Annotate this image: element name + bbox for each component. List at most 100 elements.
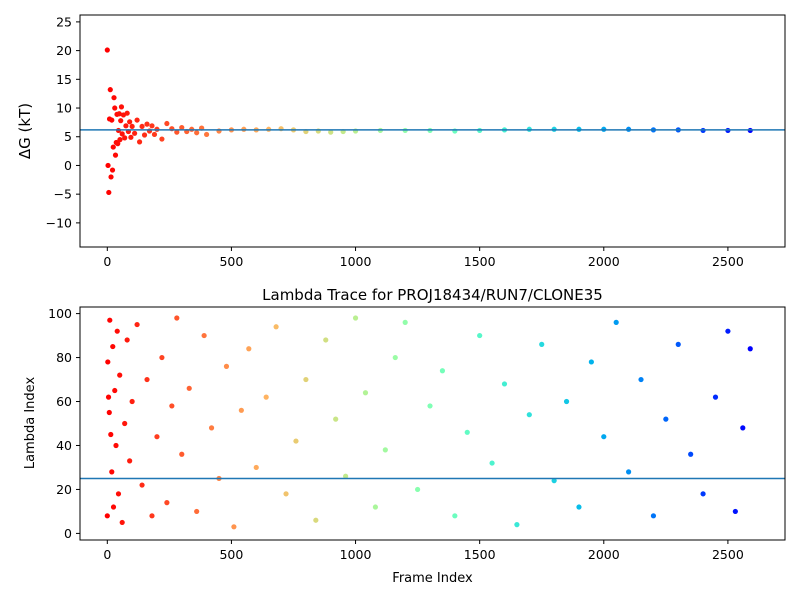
delta-g-point [124, 110, 130, 116]
delta-g-point [149, 123, 155, 129]
delta-g-point [139, 123, 145, 130]
lambda-trace-point [107, 317, 113, 323]
lambda-trace-point [477, 332, 483, 339]
lambda-trace-x-ticks: 0 500 1000 1500 2000 2500 [103, 540, 744, 562]
delta-g-point [109, 167, 116, 173]
lambda-trace-point [134, 321, 140, 328]
lambda-trace-point [273, 324, 279, 330]
lambda-trace-point [253, 464, 259, 471]
lambda-trace-point [539, 341, 545, 347]
delta-g-axes-frame [79, 14, 786, 248]
delta-g-y-tick-label: 0 [64, 158, 72, 173]
lambda-trace-point [283, 491, 289, 497]
lambda-trace-point [650, 513, 657, 519]
lambda-trace-point [119, 519, 125, 526]
lambda-trace-point [208, 425, 215, 431]
lambda-trace-y-tick-label: 20 [56, 482, 72, 497]
lambda-trace-x-tick-label: 2500 [712, 547, 744, 562]
delta-g-point [159, 136, 165, 142]
lambda-trace-point [613, 319, 619, 325]
lambda-trace-point [601, 434, 607, 440]
delta-g-x-tick-label: 2000 [588, 254, 620, 269]
lambda-trace-points [104, 315, 753, 530]
lambda-trace-point [563, 398, 570, 405]
delta-g-point [174, 129, 180, 135]
lambda-trace-point [223, 363, 230, 369]
lambda-trace-point [110, 343, 116, 350]
delta-g-point [110, 144, 116, 150]
delta-g-point [106, 189, 112, 196]
lambda-trace-point [179, 451, 185, 457]
lambda-trace-point [159, 354, 165, 361]
lambda-trace-point [313, 517, 319, 523]
lambda-trace-point [626, 469, 632, 475]
delta-g-y-tick-label: 25 [56, 14, 72, 29]
lambda-trace-point [154, 434, 160, 440]
lambda-trace-point [105, 359, 111, 365]
lambda-trace-panel: Lambda Trace for PROJ18434/RUN7/CLONE35 … [23, 286, 786, 586]
delta-g-point [144, 121, 150, 127]
lambda-trace-point [106, 409, 112, 416]
delta-g-y-tick-label: −10 [46, 215, 72, 230]
lambda-trace-point [464, 429, 470, 435]
lambda-trace-point [129, 398, 135, 405]
lambda-trace-point [113, 442, 119, 449]
lambda-trace-point [343, 473, 349, 479]
lambda-trace-y-tick-label: 80 [56, 350, 72, 365]
delta-g-x-tick-label: 0 [103, 254, 111, 269]
delta-g-point [136, 139, 143, 145]
lambda-trace-point [124, 337, 130, 343]
delta-g-point [112, 105, 118, 111]
lambda-trace-point [122, 420, 128, 427]
delta-g-y-tick-label: −5 [54, 187, 72, 202]
lambda-trace-point [452, 513, 458, 519]
lambda-trace-y-ticks: 0 20 40 60 80 100 [48, 306, 80, 541]
delta-g-y-tick-label: 5 [64, 129, 72, 144]
delta-g-point [179, 124, 185, 131]
lambda-trace-point [551, 478, 557, 484]
lambda-trace-point [112, 387, 118, 394]
lambda-trace-point [149, 513, 155, 519]
delta-g-point [116, 111, 122, 117]
lambda-trace-point [117, 372, 123, 378]
delta-g-y-tick-label: 20 [56, 43, 72, 58]
delta-g-point [328, 129, 334, 135]
lambda-trace-point [303, 376, 309, 383]
lambda-trace-point [688, 451, 694, 457]
lambda-trace-point [174, 315, 180, 321]
lambda-trace-point [333, 416, 339, 422]
delta-g-point [104, 47, 110, 53]
lambda-trace-point [323, 337, 329, 343]
lambda-trace-x-tick-label: 1000 [340, 547, 372, 562]
lambda-trace-x-tick-label: 500 [219, 547, 243, 562]
lambda-trace-axes-frame [79, 306, 786, 541]
lambda-trace-point [108, 431, 114, 438]
lambda-trace-point [747, 346, 753, 352]
lambda-trace-y-tick-label: 100 [48, 306, 72, 321]
lambda-trace-point [514, 522, 520, 528]
lambda-trace-point [740, 425, 746, 431]
delta-g-point [132, 130, 138, 136]
lambda-trace-point [109, 469, 115, 475]
delta-g-point [122, 135, 128, 141]
lambda-trace-point [139, 482, 145, 488]
lambda-trace-point [231, 524, 237, 530]
delta-g-y-axis-label: ΔG (kT) [16, 103, 34, 159]
delta-g-point [151, 131, 158, 138]
delta-g-x-tick-label: 1500 [464, 254, 496, 269]
delta-g-y-tick-label: 10 [56, 101, 72, 116]
lambda-trace-x-tick-label: 0 [103, 547, 111, 562]
delta-g-point [118, 118, 124, 124]
lambda-trace-point [110, 504, 117, 510]
delta-g-point [141, 132, 148, 138]
lambda-trace-y-tick-label: 60 [56, 394, 72, 409]
lambda-trace-point [663, 416, 669, 422]
lambda-trace-point [382, 447, 388, 453]
lambda-trace-point [201, 332, 207, 339]
lambda-trace-point [588, 359, 594, 365]
delta-g-y-ticks: −10 −5 0 5 10 15 20 25 [46, 14, 80, 230]
lambda-trace-point [427, 403, 433, 409]
lambda-trace-point [293, 438, 299, 444]
lambda-trace-point [712, 394, 719, 400]
lambda-trace-point [576, 504, 582, 510]
